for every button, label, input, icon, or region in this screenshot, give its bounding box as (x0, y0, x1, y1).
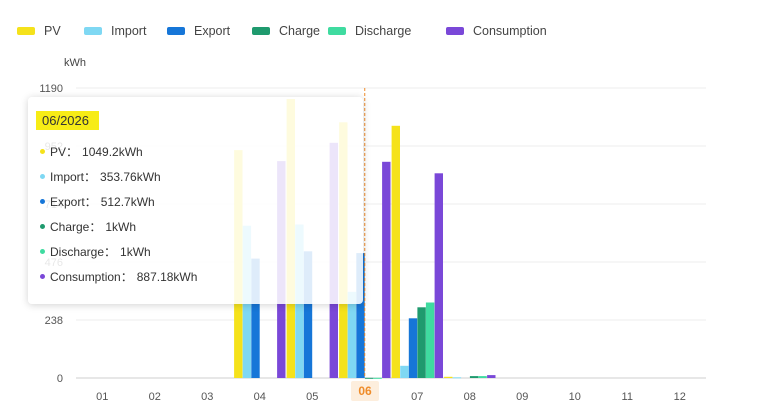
tooltip-row-value: 1kWh (120, 244, 151, 259)
bar-charge-06[interactable] (364, 377, 374, 379)
tooltip-row-label: Charge： (50, 220, 102, 234)
legend-item-consumption[interactable]: Consumption (446, 23, 547, 39)
legend-label: Export (194, 24, 231, 38)
y-tick-label: 238 (45, 315, 63, 327)
x-tick-label: 02 (149, 391, 161, 403)
tooltip-dot (40, 174, 45, 179)
legend-item-discharge[interactable]: Discharge (328, 23, 411, 39)
bar-export-07[interactable] (408, 318, 418, 378)
legend-item-charge[interactable]: Charge (252, 23, 320, 39)
x-tick-label: 04 (254, 391, 266, 403)
tooltip-row: Import： 353.76kWh (40, 168, 161, 185)
x-tick-label: 01 (96, 391, 108, 403)
tooltip-row-label: Consumption： (50, 270, 133, 284)
active-category-label: 06 (351, 381, 379, 401)
x-tick-label: 03 (201, 391, 213, 403)
tooltip-row-label: Import： (50, 170, 97, 184)
tooltip-dot (40, 199, 45, 204)
tooltip-row: Export： 512.7kWh (40, 193, 155, 210)
legend-item-pv[interactable]: PV (17, 23, 61, 39)
bar-discharge-08[interactable] (478, 376, 487, 378)
y-tick-label: 1190 (39, 83, 63, 95)
legend-swatch (252, 27, 270, 35)
tooltip-row-value: 353.76kWh (100, 169, 161, 184)
tooltip-row-value: 887.18kWh (136, 269, 198, 284)
chart-tooltip: 06/2026 PV： 1049.2kWh Import： 353.76kWh Expo… (28, 97, 363, 304)
legend-swatch (167, 27, 185, 35)
tooltip-dot (40, 224, 45, 229)
x-tick-label: 09 (516, 391, 528, 403)
tooltip-row: Consumption： 887.18kWh (40, 268, 197, 285)
bar-consumption-06[interactable] (382, 161, 391, 378)
tooltip-title: 06/2026 (36, 111, 99, 130)
bar-import-08[interactable] (452, 377, 462, 379)
bar-export-05[interactable] (303, 251, 313, 378)
tooltip-dot (40, 149, 45, 154)
legend-label: PV (44, 24, 61, 38)
tooltip-row-value: 1kWh (105, 219, 137, 234)
legend-swatch (17, 27, 35, 35)
tooltip-row-label: PV： (50, 145, 79, 159)
chart-legend: PV Import Export Charge Discharge Consumption (0, 0, 771, 60)
y-tick-label: 0 (57, 373, 63, 385)
legend-label: Import (111, 24, 147, 38)
legend-label: Consumption (473, 24, 547, 38)
active-category-text: 06 (358, 384, 372, 398)
legend-label: Charge (279, 24, 320, 38)
x-tick-label: 12 (674, 391, 686, 403)
legend-swatch (446, 27, 464, 35)
bar-import-07[interactable] (400, 365, 409, 378)
bar-export-04[interactable] (251, 258, 260, 378)
tooltip-row-value: 1049.2kWh (82, 144, 143, 159)
tooltip-dot (40, 274, 45, 279)
x-tick-label: 08 (464, 391, 476, 403)
legend-item-import[interactable]: Import (84, 23, 146, 39)
legend-label: Discharge (355, 24, 412, 38)
tooltip-row: Discharge： 1kWh (40, 243, 151, 260)
tooltip-dot (40, 249, 45, 254)
x-tick-label: 07 (411, 391, 423, 403)
bar-consumption-08[interactable] (487, 375, 496, 378)
tooltip-row: Charge： 1kWh (40, 218, 136, 235)
bar-export-06[interactable] (356, 253, 365, 378)
bar-discharge-06[interactable] (373, 377, 382, 379)
tooltip-row-label: Export： (50, 195, 97, 209)
legend-swatch (84, 27, 102, 35)
bar-pv-08[interactable] (444, 376, 453, 378)
tooltip-row-value: 512.7kWh (100, 194, 155, 209)
tooltip-row: PV： 1049.2kWh (40, 143, 143, 160)
bar-charge-07[interactable] (417, 307, 426, 378)
x-tick-label: 10 (569, 391, 581, 403)
legend-swatch (328, 27, 346, 35)
tooltip-row-label: Discharge： (50, 245, 117, 259)
bar-pv-07[interactable] (391, 125, 400, 378)
x-tick-label: 05 (306, 391, 318, 403)
legend-item-export[interactable]: Export (167, 23, 230, 39)
bar-charge-08[interactable] (469, 376, 479, 378)
y-axis-unit-label: kWh (64, 57, 86, 69)
x-tick-label: 11 (622, 391, 633, 403)
bar-import-06[interactable] (347, 291, 357, 378)
bar-consumption-07[interactable] (434, 173, 443, 378)
bar-discharge-07[interactable] (425, 302, 435, 379)
